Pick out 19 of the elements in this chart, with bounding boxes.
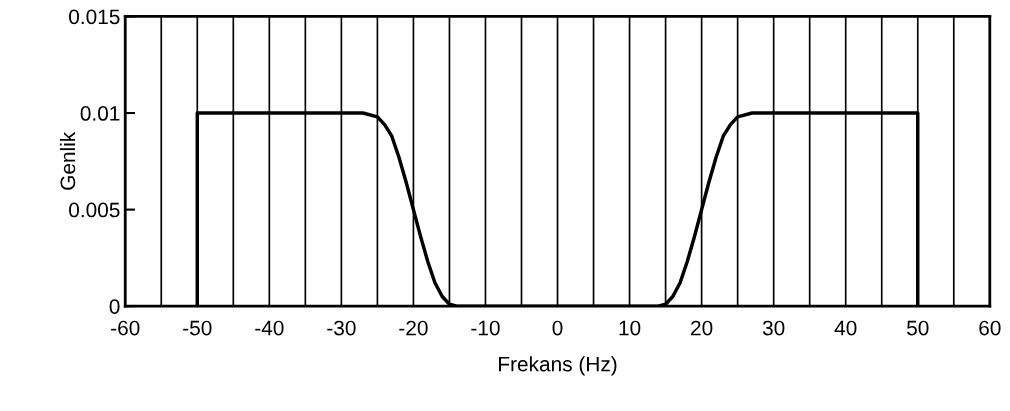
x-axis-title: Frekans (Hz): [499, 356, 617, 376]
y-tick-label: 0: [109, 299, 120, 314]
x-tick-label: 10: [619, 320, 641, 336]
y-axis-title: Genlik: [59, 131, 76, 190]
x-tick-label: 60: [979, 320, 1001, 336]
x-tick-label: -50: [183, 320, 212, 336]
x-tick-label: -60: [111, 320, 140, 336]
y-tick-label: 0.01: [80, 106, 120, 121]
x-tick-label: 30: [762, 320, 785, 336]
x-tick-label: 0: [552, 320, 563, 336]
x-tick-label: 50: [907, 320, 929, 336]
x-tick-label: -10: [471, 320, 500, 336]
x-tick-label: -40: [255, 320, 284, 336]
x-tick-label: 20: [691, 320, 713, 336]
y-tick-label: 0.005: [69, 202, 120, 218]
x-tick-label: -30: [327, 320, 356, 336]
y-tick-label: 0.015: [69, 9, 120, 25]
x-tick-label: 40: [834, 320, 857, 336]
x-tick-label: -20: [399, 320, 428, 336]
